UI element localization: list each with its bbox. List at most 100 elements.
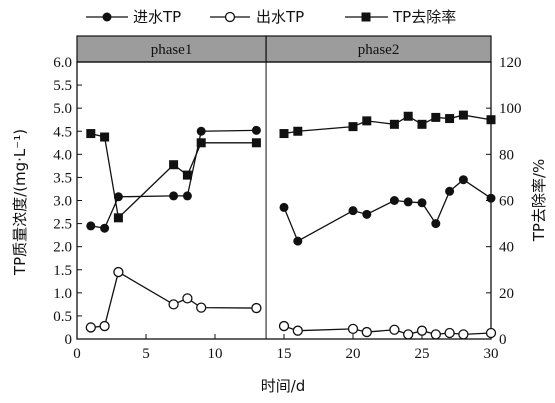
y-left-tick-label-6: 3.0 (53, 194, 72, 210)
x-tick-label-0: 0 (73, 346, 81, 362)
tp-removal-point-16 (458, 110, 468, 120)
inlet-tp-point-13 (417, 198, 427, 208)
inlet-tp-point-10 (362, 209, 372, 219)
outlet-tp-point-16 (458, 329, 469, 340)
y-right-tick-label-3: 60 (499, 194, 514, 210)
outlet-tp-point-12 (403, 329, 414, 340)
tp-removal-point-0 (86, 129, 96, 139)
y-right-tick-label-6: 120 (499, 55, 522, 71)
x-tick-label-6: 30 (484, 346, 499, 362)
outlet-tp-point-10 (361, 326, 372, 338)
tp-removal-point-12 (403, 111, 413, 121)
phase-box-1 (76, 35, 267, 63)
y-left-tick-label-3: 1.5 (53, 263, 72, 279)
legend-item-outlet: 出水TP (210, 8, 304, 26)
outlet-tp-point-11 (389, 324, 400, 335)
inlet-tp-point-3 (169, 191, 179, 201)
y-right-tick-label-0: 0 (499, 332, 507, 348)
tp-removal-point-2 (113, 213, 123, 223)
legend: 进水TP 出水TP TP去除率 (86, 8, 456, 26)
x-axis-title: 时间/d (261, 377, 306, 395)
y-left-tick-label-5: 2.5 (53, 217, 72, 233)
inlet-tp-point-5 (196, 126, 206, 136)
phase-bar: phase1 phase2 (76, 35, 492, 63)
y-right-tick-label-1: 20 (499, 286, 514, 302)
outlet-tp-point-15 (444, 327, 455, 339)
inlet-tp-point-17 (486, 193, 496, 203)
legend-item-inlet: 进水TP (86, 8, 181, 26)
outlet-tp-point-7 (278, 320, 290, 332)
legend-item-removal: TP去除率 (345, 8, 456, 26)
inlet-tp-point-2 (113, 192, 123, 202)
y-left-tick-label-1: 0.5 (53, 309, 72, 325)
x-tick-label-1: 5 (142, 346, 150, 362)
y-left-tick-label-8: 4.0 (53, 147, 72, 163)
x-tick-label-5: 25 (415, 346, 430, 362)
x-tick-label-3: 15 (277, 346, 292, 362)
tp-removal-line-1 (90, 132, 257, 220)
tp-removal-point-7 (279, 129, 289, 139)
tp-removal-point-10 (362, 116, 372, 126)
inlet-tp-point-8 (293, 236, 303, 246)
inlet-tp-point-12 (403, 197, 413, 207)
outlet-tp-point-9 (347, 323, 359, 334)
tp-removal-point-14 (431, 112, 441, 122)
y-left-tick-label-9: 4.5 (53, 124, 72, 140)
legend-outlet-label: 出水TP (256, 8, 304, 26)
tp-removal-point-17 (486, 115, 496, 125)
inlet-tp-point-15 (445, 186, 455, 196)
outlet-tp-point-2 (113, 266, 124, 278)
y-axis-left-title: TP质量浓度/(mg·L⁻¹) (11, 129, 29, 276)
tp-removal-point-15 (445, 114, 455, 124)
y-axis-right-title: TP去除率/% (530, 159, 548, 243)
inlet-tp-point-0 (86, 221, 96, 231)
outlet-tp-point-0 (85, 322, 96, 333)
inlet-tp-line-2 (283, 178, 492, 243)
y-right-tick-label-4: 80 (499, 147, 514, 163)
outlet-tp-point-14 (430, 329, 441, 340)
y-left-tick-label-7: 3.5 (53, 170, 72, 186)
inlet-tp-point-11 (389, 196, 399, 205)
outlet-tp-point-6 (251, 302, 262, 314)
phase-box-2 (265, 35, 492, 63)
tp-removal-point-5 (196, 138, 206, 148)
y-left-tick-label-4: 2.0 (53, 240, 72, 256)
outlet-tp-point-4 (182, 293, 193, 304)
phase-label-2: phase2 (358, 42, 400, 58)
outlet-tp-point-8 (292, 325, 303, 336)
tp-removal-point-13 (417, 119, 427, 129)
tp-removal-point-6 (251, 138, 261, 148)
plot-frame (76, 61, 492, 340)
tp-removal-point-8 (293, 126, 303, 136)
tp-removal-point-3 (169, 160, 179, 170)
tp-removal-point-9 (348, 122, 358, 132)
outlet-tp-point-1 (99, 320, 110, 332)
outlet-tp-point-3 (168, 299, 179, 310)
tp-removal-point-1 (100, 132, 110, 142)
inlet-tp-point-7 (279, 202, 289, 212)
legend-removal-label: TP去除率 (392, 8, 456, 26)
y-left-tick-label-11: 5.5 (53, 78, 72, 94)
outlet-tp-point-5 (196, 302, 207, 313)
tp-removal-point-4 (182, 170, 192, 180)
x-tick-label-2: 10 (208, 346, 223, 362)
y-right-tick-label-5: 100 (499, 101, 522, 117)
outlet-tp-point-17 (485, 327, 497, 339)
inlet-tp-point-16 (458, 175, 468, 185)
inlet-tp-point-14 (431, 219, 441, 229)
outlet-tp-point-13 (416, 325, 428, 336)
tp-removal-point-11 (389, 119, 399, 129)
x-tick-label-4: 20 (346, 346, 361, 362)
inlet-tp-point-9 (348, 206, 358, 216)
axes: 0 5 10 15 20 25 3000.51.01.52.02.53.03.54.04.5… (53, 36, 522, 362)
legend-removal-marker (361, 12, 371, 22)
inlet-tp-point-4 (182, 191, 192, 201)
inlet-tp-point-1 (100, 223, 110, 233)
y-right-tick-label-2: 40 (499, 240, 514, 256)
y-left-tick-label-10: 5.0 (53, 101, 72, 117)
y-left-tick-label-12: 6.0 (53, 55, 72, 71)
legend-inlet-label: 进水TP (133, 8, 181, 26)
phase-label-1: phase1 (151, 42, 193, 58)
series-layer (85, 110, 497, 340)
